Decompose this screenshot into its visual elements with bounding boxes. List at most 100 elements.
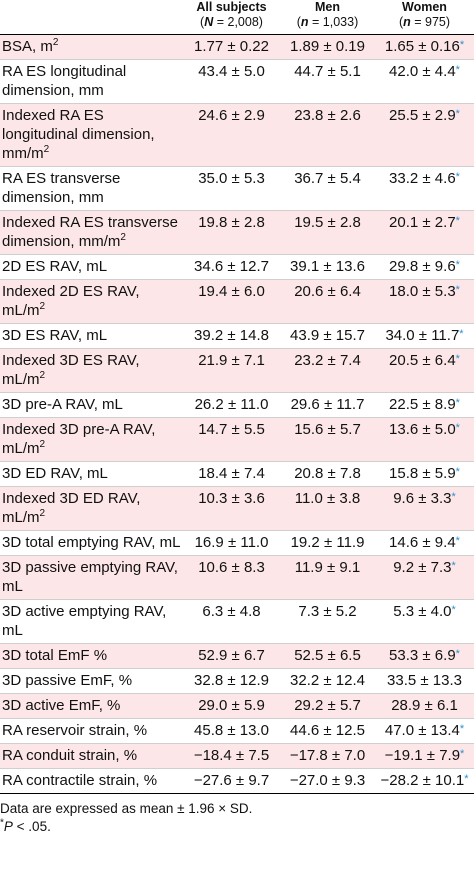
cell-all: 19.4 ± 6.0 xyxy=(183,279,280,324)
cell-women: 33.2 ± 4.6* xyxy=(375,166,474,211)
table-row: 3D passive EmF, % 32.8 ± 12.9 32.2 ± 12.4 3… xyxy=(0,668,474,694)
header-men-n: (n = 1,033) xyxy=(296,15,359,29)
significance-marker: * xyxy=(455,535,460,547)
cell-all-value: 6.3 ± 4.8 xyxy=(202,603,261,620)
cell-women-value: 18.0 ± 5.3 xyxy=(389,283,456,300)
cell-men-value: 36.7 ± 5.4 xyxy=(294,170,361,187)
cell-all-value: 14.7 ± 5.5 xyxy=(198,421,265,438)
row-label: 3D active EmF, % xyxy=(0,693,183,719)
table-row: 3D total emptying RAV, mL 16.9 ± 11.0 19.2… xyxy=(0,530,474,556)
cell-men-value: 52.5 ± 6.5 xyxy=(294,647,361,664)
significance-marker: * xyxy=(455,353,460,365)
significance-marker: * xyxy=(455,259,460,271)
cell-all: 35.0 ± 5.3 xyxy=(183,166,280,211)
cell-men-value: 11.0 ± 3.8 xyxy=(294,490,361,507)
header-parameter xyxy=(0,0,183,35)
table-row: Indexed 3D ED RAV, mL/m2 10.3 ± 3.6 11.0 ±… xyxy=(0,486,474,531)
footnote-significance: *P < .05. xyxy=(0,818,474,836)
table-row: 3D ES RAV, mL 39.2 ± 14.8 43.9 ± 15.7 34.0 … xyxy=(0,323,474,349)
row-label: RA contractile strain, % xyxy=(0,768,183,794)
cell-women: 18.0 ± 5.3* xyxy=(375,279,474,324)
cell-women-value: 9.6 ± 3.3 xyxy=(393,490,452,507)
cell-men-value: 39.1 ± 13.6 xyxy=(290,258,365,275)
cell-all: 52.9 ± 6.7 xyxy=(183,643,280,669)
header-all-n: (N = 2,008) xyxy=(200,15,263,29)
row-label: Indexed RA ES longitudinal dimension, mm… xyxy=(0,103,183,167)
cell-women: 5.3 ± 4.0* xyxy=(375,599,474,644)
row-label: 3D total EmF % xyxy=(0,643,183,669)
cell-men-value: 29.6 ± 11.7 xyxy=(290,396,365,413)
cell-men: 29.2 ± 5.7 xyxy=(280,693,375,719)
header-women-n: (n = 975) xyxy=(398,15,451,29)
row-label: RA conduit strain, % xyxy=(0,743,183,769)
cell-all-value: 29.0 ± 5.9 xyxy=(198,697,265,714)
cell-all: 19.8 ± 2.8 xyxy=(183,210,280,255)
row-label: Indexed 3D ES RAV, mL/m2 xyxy=(0,348,183,393)
cell-men: 19.2 ± 11.9 xyxy=(280,530,375,556)
significance-marker: * xyxy=(459,328,464,340)
table-row: RA ES longitudinal dimension, mm 43.4 ± 5… xyxy=(0,59,474,104)
cell-men-value: 11.9 ± 9.1 xyxy=(294,559,361,576)
row-label: RA ES longitudinal dimension, mm xyxy=(0,59,183,104)
table-row: Indexed 3D ES RAV, mL/m2 21.9 ± 7.1 23.2 ±… xyxy=(0,348,474,393)
cell-men: 44.7 ± 5.1 xyxy=(280,59,375,104)
row-label: 3D passive emptying RAV, mL xyxy=(0,555,183,600)
row-label: 3D active emptying RAV, mL xyxy=(0,599,183,644)
cell-women-value: 14.6 ± 9.4 xyxy=(389,534,456,551)
cell-men-value: 23.8 ± 2.6 xyxy=(294,107,361,124)
cell-women: 42.0 ± 4.4* xyxy=(375,59,474,104)
row-label: 3D pre-A RAV, mL xyxy=(0,392,183,418)
row-label: 3D ES RAV, mL xyxy=(0,323,183,349)
row-label: Indexed 3D ED RAV, mL/m2 xyxy=(0,486,183,531)
cell-men: 32.2 ± 12.4 xyxy=(280,668,375,694)
cell-women: 29.8 ± 9.6* xyxy=(375,254,474,280)
cell-all-value: 21.9 ± 7.1 xyxy=(198,352,265,369)
cell-women: 9.6 ± 3.3* xyxy=(375,486,474,531)
cell-men: 11.0 ± 3.8 xyxy=(280,486,375,531)
significance-marker: * xyxy=(451,491,456,503)
cell-women: 28.9 ± 6.1 xyxy=(375,693,474,719)
table-row: Indexed RA ES transverse dimension, mm/m… xyxy=(0,210,474,255)
cell-men-value: 29.2 ± 5.7 xyxy=(294,697,361,714)
cell-all: 10.3 ± 3.6 xyxy=(183,486,280,531)
footnote-p: P xyxy=(3,819,13,834)
cell-men: 23.8 ± 2.6 xyxy=(280,103,375,167)
cell-all-value: 1.77 ± 0.22 xyxy=(194,38,269,55)
cell-all: 14.7 ± 5.5 xyxy=(183,417,280,462)
cell-men: 29.6 ± 11.7 xyxy=(280,392,375,418)
cell-all-value: 24.6 ± 2.9 xyxy=(198,107,265,124)
cell-all: 16.9 ± 11.0 xyxy=(183,530,280,556)
cell-all: 1.77 ± 0.22 xyxy=(183,34,280,60)
cell-women: 20.1 ± 2.7* xyxy=(375,210,474,255)
row-label: RA ES transverse dimension, mm xyxy=(0,166,183,211)
cell-all: 34.6 ± 12.7 xyxy=(183,254,280,280)
cell-all: 10.6 ± 8.3 xyxy=(183,555,280,600)
header-all-subjects: All subjects (N = 2,008) xyxy=(183,0,280,35)
significance-marker: * xyxy=(455,171,460,183)
cell-all-value: 52.9 ± 6.7 xyxy=(198,647,265,664)
cell-women: −19.1 ± 7.9* xyxy=(375,743,474,769)
significance-marker: * xyxy=(455,397,460,409)
table-row: 3D passive emptying RAV, mL 10.6 ± 8.3 11.… xyxy=(0,555,474,600)
cell-all-value: 19.4 ± 6.0 xyxy=(198,283,265,300)
row-label: Indexed 3D pre-A RAV, mL/m2 xyxy=(0,417,183,462)
cell-women: 20.5 ± 6.4* xyxy=(375,348,474,393)
cell-men-value: 44.7 ± 5.1 xyxy=(294,63,361,80)
table-row: 3D ED RAV, mL 18.4 ± 7.4 20.8 ± 7.8 15.8 ± … xyxy=(0,461,474,487)
cell-all-value: 43.4 ± 5.0 xyxy=(198,63,265,80)
cell-women-value: −28.2 ± 10.1 xyxy=(380,772,465,789)
row-label: Indexed 2D ES RAV, mL/m2 xyxy=(0,279,183,324)
table-row: 2D ES RAV, mL 34.6 ± 12.7 39.1 ± 13.6 29.8 … xyxy=(0,254,474,280)
cell-women: 22.5 ± 8.9* xyxy=(375,392,474,418)
significance-marker: * xyxy=(455,648,460,660)
cell-all-value: −18.4 ± 7.5 xyxy=(193,747,270,764)
table-row: RA ES transverse dimension, mm 35.0 ± 5.3… xyxy=(0,166,474,211)
cell-men: 7.3 ± 5.2 xyxy=(280,599,375,644)
cell-men-value: 15.6 ± 5.7 xyxy=(294,421,361,438)
cell-women: 13.6 ± 5.0* xyxy=(375,417,474,462)
cell-women-value: 33.2 ± 4.6 xyxy=(389,170,456,187)
cell-women-value: 20.1 ± 2.7 xyxy=(389,214,456,231)
cell-women-value: 53.3 ± 6.9 xyxy=(389,647,456,664)
table-row: 3D active EmF, % 29.0 ± 5.9 29.2 ± 5.7 28.9… xyxy=(0,693,474,719)
cell-all-value: 10.6 ± 8.3 xyxy=(198,559,265,576)
